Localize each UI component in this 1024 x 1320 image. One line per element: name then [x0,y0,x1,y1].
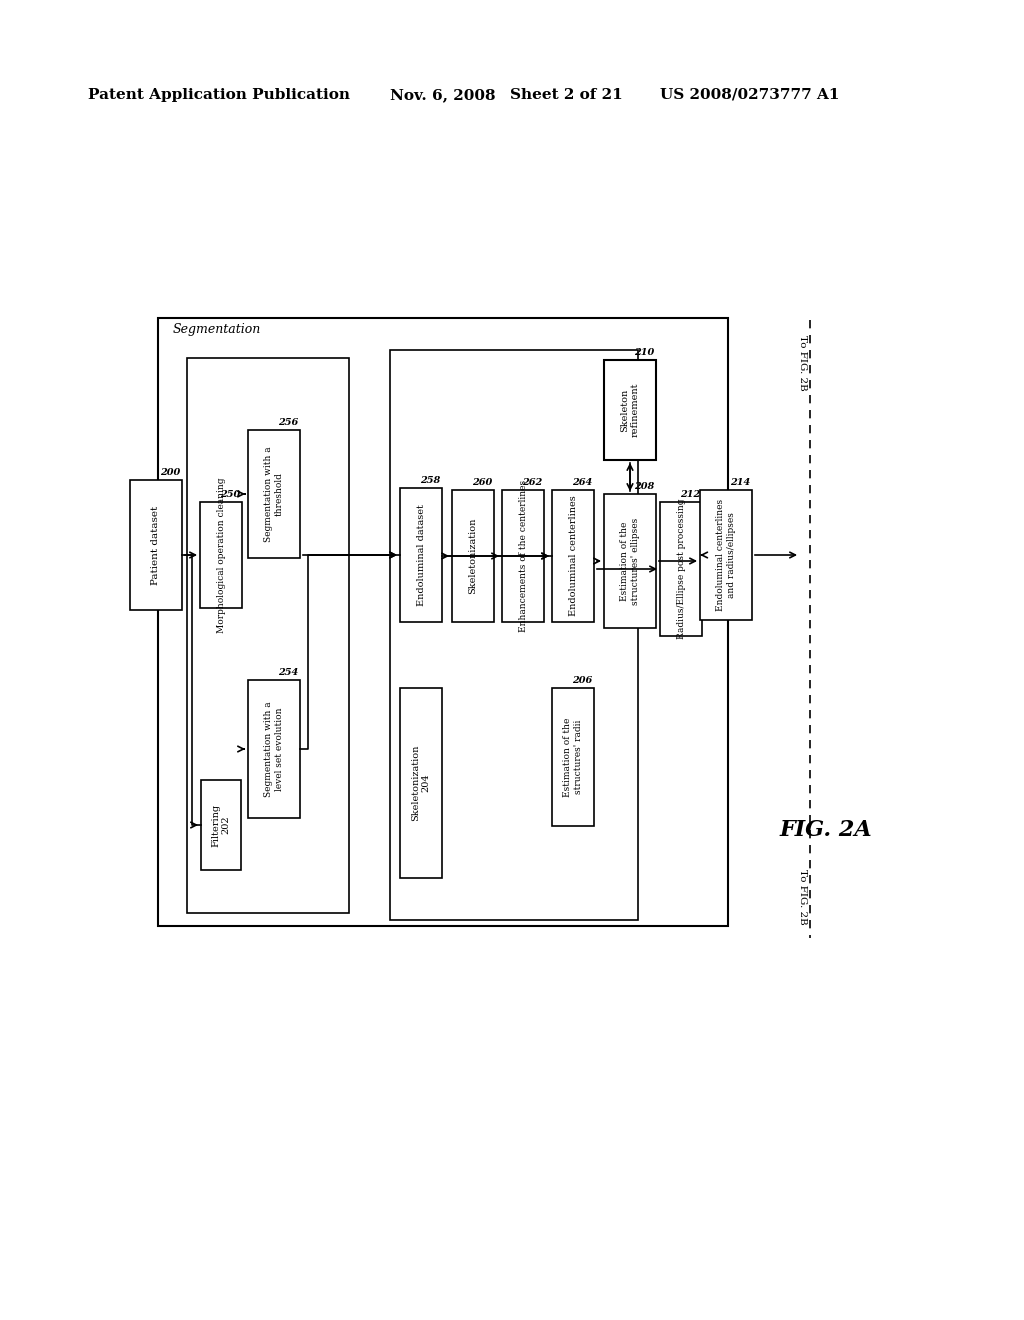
Text: 254: 254 [278,668,298,677]
Text: Estimation of the
structures' radii: Estimation of the structures' radii [563,717,583,797]
Text: 214: 214 [730,478,750,487]
Bar [200,502,242,609]
Text: Segmentation with a
threshold: Segmentation with a threshold [264,446,284,541]
Text: Estimation of the
structures' ellipses: Estimation of the structures' ellipses [621,517,640,605]
Text: To FIG. 2B: To FIG. 2B [798,870,807,925]
Text: 264: 264 [571,478,592,487]
Text: Sheet 2 of 21: Sheet 2 of 21 [510,88,623,102]
Text: 256: 256 [278,418,298,426]
Bar [552,688,594,826]
Bar [502,490,544,622]
Text: Skeletonization
204: Skeletonization 204 [412,744,431,821]
Bar [248,680,300,818]
Text: 250: 250 [220,490,240,499]
Text: FIG. 2A: FIG. 2A [780,818,872,841]
Text: 200: 200 [160,469,180,477]
Text: Patient dataset: Patient dataset [152,506,161,585]
Text: 260: 260 [472,478,492,487]
Bar [187,358,349,913]
Bar [400,488,442,622]
Text: To FIG. 2B: To FIG. 2B [798,335,807,391]
Bar [604,494,656,628]
Text: Morphological operation cleaning: Morphological operation cleaning [216,478,225,632]
Text: 208: 208 [634,482,654,491]
Bar [390,350,638,920]
Text: Endoluminal centerlines
and radius/ellipses: Endoluminal centerlines and radius/ellip… [717,499,735,611]
Text: Enhancements of the centerlines: Enhancements of the centerlines [518,480,527,632]
Bar [552,490,594,622]
Bar [158,318,728,927]
Text: 210: 210 [634,348,654,356]
Bar [660,502,702,636]
Text: Endoluminal centerlines: Endoluminal centerlines [568,495,578,616]
Text: Skeleton
refinement: Skeleton refinement [621,383,640,437]
Bar [201,780,241,870]
Bar [130,480,182,610]
Text: US 2008/0273777 A1: US 2008/0273777 A1 [660,88,840,102]
Text: Skeletonization: Skeletonization [469,517,477,594]
Bar [604,360,656,459]
Bar [248,430,300,558]
Text: 258: 258 [420,477,440,484]
Text: 212: 212 [680,490,700,499]
Text: Nov. 6, 2008: Nov. 6, 2008 [390,88,496,102]
Text: 206: 206 [571,676,592,685]
Text: Patent Application Publication: Patent Application Publication [88,88,350,102]
Text: 262: 262 [522,478,542,487]
Text: Endoluminal dataset: Endoluminal dataset [417,504,426,606]
Text: Segmentation: Segmentation [173,323,261,337]
Text: Filtering
202: Filtering 202 [211,804,230,846]
Bar [452,490,494,622]
Bar [700,490,752,620]
Text: Radius/Ellipse post processing: Radius/Ellipse post processing [677,499,685,639]
Text: Segmentation with a
level set evolution: Segmentation with a level set evolution [264,701,284,797]
Bar [400,688,442,878]
